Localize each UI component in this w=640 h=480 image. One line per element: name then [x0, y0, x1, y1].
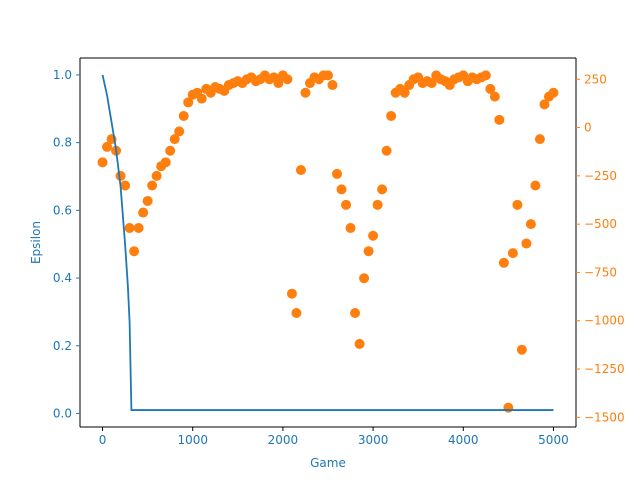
score-point	[498, 257, 509, 268]
score-point	[525, 219, 536, 230]
x-tick-label: 1000	[177, 433, 208, 447]
score-point	[512, 199, 523, 210]
score-point	[142, 195, 153, 206]
right-y-tick-label: −1250	[584, 362, 625, 376]
x-tick-label: 0	[99, 433, 107, 447]
score-point	[282, 74, 293, 85]
score-point	[426, 78, 437, 89]
score-point	[129, 246, 140, 257]
score-point	[521, 238, 532, 249]
left-y-tick-label: 0.8	[53, 136, 72, 150]
left-y-tick-label: 1.0	[53, 68, 72, 82]
score-point	[503, 402, 514, 413]
score-point	[300, 87, 311, 98]
right-y-tick-label: −1000	[584, 314, 625, 328]
score-point	[160, 157, 171, 168]
right-y-tick-label: −250	[584, 169, 617, 183]
score-point	[120, 180, 131, 191]
score-point	[480, 70, 491, 81]
left-y-tick-label: 0.6	[53, 203, 72, 217]
score-point	[147, 180, 158, 191]
score-point	[399, 87, 410, 98]
score-point	[286, 288, 297, 299]
x-tick-label: 5000	[538, 433, 569, 447]
right-y-tick-label: −750	[584, 265, 617, 279]
left-y-axis-label: Epsilon	[29, 221, 43, 264]
left-y-tick-label: 0.0	[53, 406, 72, 420]
score-point	[350, 308, 361, 319]
score-point	[494, 114, 505, 125]
axes-frame	[79, 57, 577, 428]
left-y-tick-label: 0.2	[53, 339, 72, 353]
score-point	[291, 308, 302, 319]
x-tick-label: 4000	[448, 433, 479, 447]
score-point	[295, 165, 306, 176]
score-point	[133, 223, 144, 234]
score-point	[507, 248, 518, 259]
score-point	[165, 145, 176, 156]
score-point	[485, 83, 496, 94]
score-scatter-series	[97, 70, 559, 413]
right-y-tick-label: 250	[584, 72, 607, 86]
score-point	[174, 126, 185, 137]
score-point	[530, 180, 541, 191]
score-point	[516, 344, 527, 355]
score-point	[534, 134, 545, 145]
score-point	[151, 170, 162, 181]
right-y-tick-label: −1500	[584, 410, 625, 424]
score-point	[372, 199, 383, 210]
left-y-tick-label: 0.4	[53, 271, 72, 285]
epsilon-line	[101, 74, 554, 411]
score-point	[381, 145, 392, 156]
score-point	[124, 223, 135, 234]
score-point	[273, 78, 284, 89]
score-point	[363, 246, 374, 257]
score-point	[169, 134, 180, 145]
score-point	[327, 80, 338, 91]
score-point	[345, 223, 356, 234]
score-point	[489, 91, 500, 102]
x-tick-label: 2000	[268, 433, 299, 447]
score-point	[102, 141, 113, 152]
score-point	[359, 273, 370, 284]
tick-layer: 0 1000 2000 3000 4000 5000 0.0 0.2 0.4 0.6 0.8 1.0 2…	[53, 68, 625, 447]
score-point	[336, 184, 347, 195]
score-point	[354, 338, 365, 349]
score-point	[196, 93, 207, 104]
x-axis-label: Game	[310, 456, 346, 470]
score-point	[323, 70, 333, 81]
epsilon-line-series	[101, 74, 554, 411]
right-y-tick-label: 0	[584, 121, 592, 135]
score-point	[368, 230, 379, 241]
score-point	[332, 168, 343, 179]
score-point	[548, 87, 559, 98]
score-point	[386, 110, 397, 121]
right-y-tick-label: −500	[584, 217, 617, 231]
score-point	[377, 184, 388, 195]
score-point	[138, 207, 149, 218]
score-point	[178, 110, 189, 121]
score-point	[183, 97, 194, 108]
score-point	[539, 99, 550, 110]
x-tick-label: 3000	[358, 433, 389, 447]
score-point	[341, 199, 352, 210]
score-point	[97, 157, 108, 168]
